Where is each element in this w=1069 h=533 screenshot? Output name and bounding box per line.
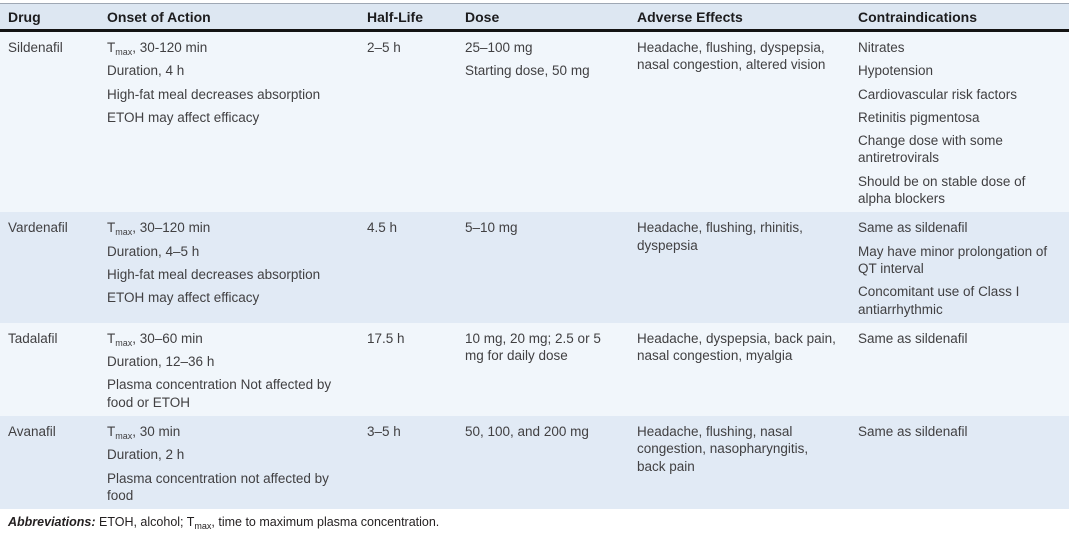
cell-line: Starting dose, 50 mg <box>465 63 590 79</box>
half-life-cell: 3–5 h <box>359 416 457 509</box>
abbreviations-label: Abbreviations: <box>8 515 96 530</box>
cell-line: Same as sildenafil <box>858 424 968 440</box>
half-life-cell: 4.5 h <box>359 212 457 322</box>
table-row-sildenafil: Sildenafil Tmax, 30-120 min Duration, 4 h H… <box>0 30 1069 213</box>
onset-cell: Tmax, 30–60 min Duration, 12–36 h Plasma c… <box>99 323 359 416</box>
cell-line: Tmax, 30-120 min <box>107 40 208 57</box>
cell-line: Retinitis pigmentosa <box>858 109 980 125</box>
cell-line: High-fat meal decreases absorption <box>107 266 321 282</box>
cell-line: 25–100 mg <box>465 40 533 55</box>
drug-cell: Vardenafil <box>0 212 99 322</box>
cell-line: Tadalafil <box>8 330 58 346</box>
cell-line: Same as sildenafil <box>858 220 968 236</box>
dose-cell: 10 mg, 20 mg; 2.5 or 5 mg for daily dose <box>457 323 629 416</box>
abbreviations-text: ETOH, alcohol; Tmax, time to maximum pla… <box>95 515 440 532</box>
cell-line: 17.5 h <box>367 330 405 346</box>
adverse-effects-cell: Headache, flushing, nasal congestion, na… <box>629 416 850 509</box>
cell-line: 4.5 h <box>367 220 398 236</box>
cell-line: Should be on stable dose of alpha blocke… <box>858 173 1026 207</box>
cell-line: ETOH may affect efficacy <box>107 109 260 125</box>
table-body: Sildenafil Tmax, 30-120 min Duration, 4 h H… <box>0 30 1069 510</box>
cell-line: 3–5 h <box>367 424 401 440</box>
cell-line: Nitrates <box>858 40 905 55</box>
table-row-tadalafil: Tadalafil Tmax, 30–60 min Duration, 12–36 … <box>0 322 1069 417</box>
cell-line: Vardenafil <box>8 220 68 236</box>
cell-line: Change dose with some antiretrovirals <box>858 133 1003 166</box>
contraindications-cell: Same as sildenafil <box>850 323 1069 416</box>
table-row-avanafil: Avanafil Tmax, 30 min Duration, 2 h Plasma … <box>0 416 1069 510</box>
column-header-adverse-effects: Adverse Effects <box>629 3 850 32</box>
cell-line: Same as sildenafil <box>858 330 968 346</box>
cell-line: Avanafil <box>8 424 56 440</box>
cell-line: Tmax, 30 min <box>107 424 181 442</box>
cell-line: 50, 100, and 200 mg <box>465 424 589 440</box>
cell-line: Headache, flushing, dyspepsia, nasal con… <box>637 40 826 73</box>
contraindications-cell: Same as sildenafil May have minor prolong… <box>850 212 1069 322</box>
cell-line: Duration, 2 h <box>107 447 185 463</box>
cell-line: May have minor prolongation of QT interv… <box>858 243 1048 276</box>
adverse-effects-cell: Headache, flushing, dyspepsia, nasal con… <box>629 31 850 213</box>
dose-cell: 50, 100, and 200 mg <box>457 416 629 509</box>
drug-cell: Avanafil <box>0 416 99 509</box>
cell-line: High-fat meal decreases absorption <box>107 86 321 102</box>
contraindications-cell: Same as sildenafil <box>850 416 1069 509</box>
adverse-effects-cell: Headache, dyspepsia, back pain, nasal co… <box>629 323 850 416</box>
cell-line: ETOH may affect efficacy <box>107 290 260 306</box>
cell-line: 2–5 h <box>367 40 401 55</box>
dose-cell: 25–100 mg Starting dose, 50 mg <box>457 31 629 213</box>
cell-line: 5–10 mg <box>465 220 518 236</box>
table-row-vardenafil: Vardenafil Tmax, 30–120 min Duration, 4–5 … <box>0 212 1069 323</box>
abbreviations-note: Abbreviations: ETOH, alcohol; Tmax, time… <box>8 515 1069 532</box>
drug-cell: Tadalafil <box>0 323 99 416</box>
cell-line: 10 mg, 20 mg; 2.5 or 5 mg for daily dose <box>465 330 601 364</box>
cell-line: Concomitant use of Class I antiarrhythmi… <box>858 284 1020 317</box>
onset-cell: Tmax, 30-120 min Duration, 4 h High-fat me… <box>99 31 359 213</box>
cell-line: Headache, dyspepsia, back pain, nasal co… <box>637 330 836 364</box>
onset-cell: Tmax, 30–120 min Duration, 4–5 h High-fat … <box>99 212 359 322</box>
cell-line: Duration, 4 h <box>107 63 185 79</box>
cell-line: Headache, flushing, rhinitis, dyspepsia <box>637 220 803 253</box>
header-row: Drug Onset of Action Half-Life Dose Adverse … <box>0 3 1069 32</box>
column-header-drug: Drug <box>0 3 99 32</box>
column-header-contraindications: Contraindications <box>850 3 1069 32</box>
drug-comparison-table: Drug Onset of Action Half-Life Dose Adverse … <box>0 3 1069 510</box>
onset-cell: Tmax, 30 min Duration, 2 h Plasma concentr… <box>99 416 359 509</box>
column-header-half-life: Half-Life <box>359 3 457 32</box>
cell-line: Duration, 12–36 h <box>107 354 215 370</box>
cell-line: Duration, 4–5 h <box>107 243 200 259</box>
table-header: Drug Onset of Action Half-Life Dose Adverse … <box>0 3 1069 32</box>
half-life-cell: 2–5 h <box>359 31 457 213</box>
cell-line: Plasma concentration Not affected by foo… <box>107 377 332 410</box>
dose-cell: 5–10 mg <box>457 212 629 322</box>
half-life-cell: 17.5 h <box>359 323 457 416</box>
contraindications-cell: Nitrates Hypotension Cardiovascular risk f… <box>850 31 1069 213</box>
cell-line: Hypotension <box>858 63 934 79</box>
cell-line: Tmax, 30–120 min <box>107 220 211 238</box>
cell-line: Sildenafil <box>8 40 63 55</box>
cell-line: Cardiovascular risk factors <box>858 86 1018 102</box>
column-header-dose: Dose <box>457 3 629 32</box>
cell-line: Headache, flushing, nasal congestion, na… <box>637 424 809 474</box>
cell-line: Plasma concentration not affected by foo… <box>107 470 329 503</box>
drug-cell: Sildenafil <box>0 31 99 213</box>
cell-line: Tmax, 30–60 min <box>107 330 203 348</box>
column-header-onset-of-action: Onset of Action <box>99 3 359 32</box>
adverse-effects-cell: Headache, flushing, rhinitis, dyspepsia <box>629 212 850 322</box>
